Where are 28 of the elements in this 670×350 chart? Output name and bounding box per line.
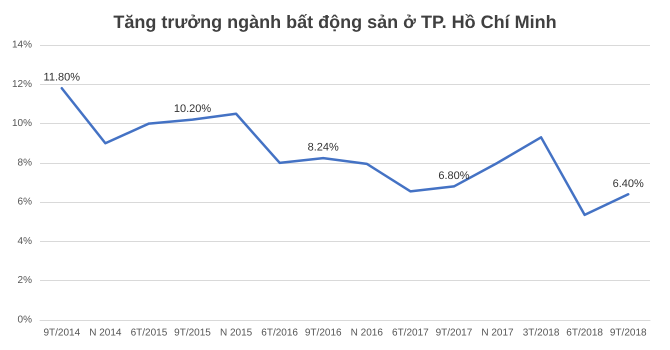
x-tick-label: 6T/2015	[130, 328, 168, 338]
y-tick-label: 0%	[18, 314, 32, 326]
y-tick-label: 2%	[18, 275, 32, 286]
x-tick-label: 6T/2018	[566, 328, 604, 338]
x-tick-label: 9T/2018	[610, 328, 647, 338]
y-tick-label: 12%	[12, 78, 32, 90]
x-tick-label: 9T/2015	[174, 328, 212, 338]
x-tick-label: N 2014	[89, 328, 122, 338]
y-tick-label: 10%	[12, 118, 32, 130]
x-tick-label: N 2017	[481, 328, 514, 338]
y-tick-label: 4%	[18, 236, 32, 247]
x-tick-label: N 2016	[350, 328, 384, 338]
y-tick-label: 8%	[18, 157, 32, 168]
data-label: 11.80%	[44, 72, 80, 84]
data-label: 8.24%	[308, 142, 340, 154]
y-tick-label: 6%	[18, 196, 32, 208]
x-tick-label: 9T/2017	[436, 328, 473, 338]
chart-title: Tăng trưởng ngành bất động sản ở TP. Hồ Chí Minh	[113, 12, 557, 32]
x-tick-label: 9T/2016	[304, 328, 342, 338]
x-tick-label: 6T/2017	[392, 328, 430, 338]
x-tick-label: 6T/2016	[261, 328, 298, 338]
x-tick-label: 3T/2018	[522, 328, 560, 338]
data-label: 10.20%	[174, 103, 212, 116]
data-label: 6.80%	[438, 170, 470, 182]
data-label: 6.40%	[612, 178, 644, 190]
y-tick-label: 14%	[12, 40, 32, 50]
x-tick-label: N 2015	[220, 328, 253, 338]
x-tick-label: 9T/2014	[43, 328, 81, 338]
